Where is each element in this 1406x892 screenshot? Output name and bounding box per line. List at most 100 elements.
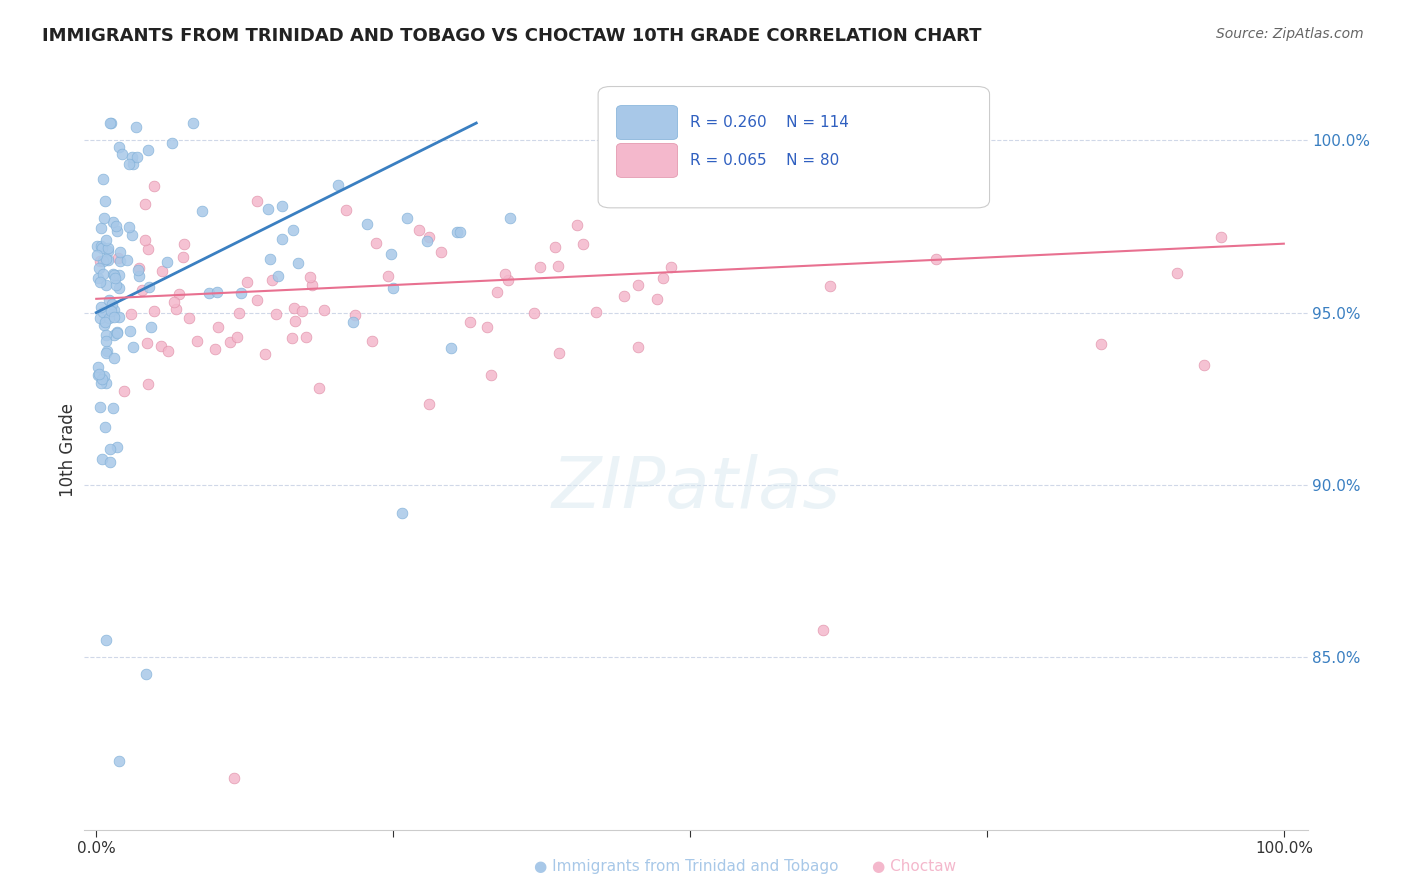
Point: [481, 368, 503, 383]
Point: [172, 250, 194, 264]
Point: [186, 334, 208, 349]
Point: [118, 156, 141, 170]
Point: [97, 311, 120, 326]
Point: [280, 331, 302, 345]
Point: [328, 178, 350, 193]
Point: [645, 292, 668, 306]
Point: [228, 305, 250, 319]
Point: [103, 268, 125, 282]
Point: [118, 324, 141, 338]
Point: [96, 376, 118, 390]
Point: [108, 140, 131, 154]
Point: [103, 310, 125, 325]
Point: [499, 211, 522, 225]
Point: [112, 384, 135, 398]
Point: [91, 305, 114, 319]
Text: IMMIGRANTS FROM TRINIDAD AND TOBAGO VS CHOCTAW 10TH GRADE CORRELATION CHART: IMMIGRANTS FROM TRINIDAD AND TOBAGO VS C…: [42, 27, 981, 45]
Point: [547, 259, 569, 273]
Point: [93, 211, 115, 226]
Point: [91, 267, 114, 281]
Point: [529, 260, 551, 275]
Point: [100, 303, 122, 318]
Point: [342, 315, 364, 329]
Point: [134, 197, 156, 211]
Point: [236, 275, 259, 289]
Point: [143, 179, 166, 194]
Point: [377, 268, 399, 283]
Point: [103, 351, 125, 365]
Point: [98, 833, 121, 847]
Point: [440, 341, 463, 355]
Point: [167, 286, 190, 301]
Point: [122, 340, 145, 354]
Point: [270, 199, 292, 213]
Point: [585, 305, 607, 319]
Point: [128, 260, 150, 275]
Point: [90, 376, 112, 391]
Point: [136, 242, 159, 256]
Point: [548, 346, 571, 360]
Point: [291, 304, 314, 318]
Point: [97, 241, 120, 255]
Point: [177, 311, 200, 326]
Point: [138, 280, 160, 294]
Point: [89, 310, 111, 325]
FancyBboxPatch shape: [616, 144, 678, 178]
Point: [498, 272, 520, 286]
Point: [264, 307, 287, 321]
Point: [89, 253, 111, 268]
Point: [572, 237, 595, 252]
Point: [458, 315, 481, 329]
Point: [103, 303, 125, 318]
Point: [165, 301, 187, 316]
Point: [141, 320, 163, 334]
Point: [118, 219, 141, 234]
Point: [131, 283, 153, 297]
Point: [335, 202, 357, 217]
Point: [284, 313, 307, 327]
Point: [108, 244, 131, 259]
Point: [408, 222, 430, 236]
Point: [418, 397, 440, 411]
Point: [91, 241, 114, 255]
Point: [544, 240, 567, 254]
Point: [494, 267, 516, 281]
Point: [94, 252, 117, 267]
Point: [94, 278, 117, 293]
Point: [125, 120, 148, 134]
Point: [659, 260, 682, 274]
Point: [418, 230, 440, 244]
Point: [96, 344, 118, 359]
Point: [91, 172, 114, 186]
Point: [1209, 229, 1232, 244]
Point: [94, 194, 117, 208]
Point: [136, 143, 159, 157]
Point: [156, 343, 179, 358]
Point: [100, 116, 122, 130]
Point: [94, 233, 117, 247]
Point: [246, 194, 269, 208]
Point: [301, 278, 323, 293]
Point: [98, 442, 121, 456]
Point: [87, 368, 110, 383]
Point: [1166, 266, 1188, 280]
Point: [142, 304, 165, 318]
Point: [134, 233, 156, 247]
Point: [811, 623, 834, 637]
Point: [224, 771, 246, 785]
Point: [108, 254, 131, 268]
Point: [122, 157, 145, 171]
Point: [198, 285, 221, 300]
Point: [108, 281, 131, 295]
Point: [207, 320, 229, 334]
Point: [86, 239, 108, 253]
Point: [205, 285, 228, 299]
Point: [120, 307, 142, 321]
Point: [89, 401, 111, 415]
Point: [361, 334, 384, 348]
Point: [98, 116, 121, 130]
Point: [111, 147, 134, 161]
FancyBboxPatch shape: [598, 87, 990, 208]
Point: [94, 334, 117, 348]
Point: [87, 271, 110, 285]
